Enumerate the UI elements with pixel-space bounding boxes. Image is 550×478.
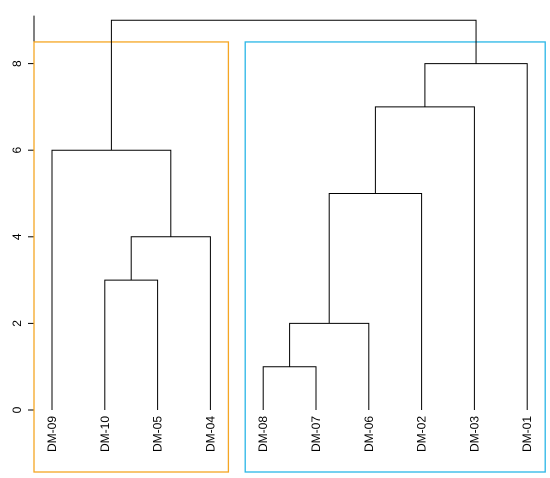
y-tick-label: 0 xyxy=(10,406,24,413)
dendrogram-branch xyxy=(104,279,159,410)
dendrogram-branch xyxy=(262,366,317,410)
leaf-label: DM-06 xyxy=(362,416,376,452)
dendrogram-branch xyxy=(374,106,475,410)
y-tick-label: 4 xyxy=(10,233,24,240)
y-tick-label: 2 xyxy=(10,320,24,327)
dendrogram-branch xyxy=(110,19,477,151)
cluster-box xyxy=(33,41,230,473)
leaf-label: DM-01 xyxy=(520,416,534,452)
leaf-label: DM-09 xyxy=(45,416,59,452)
dendrogram-branch xyxy=(130,236,211,410)
leaf-label: DM-03 xyxy=(467,416,481,452)
y-axis: 0 2 4 6 8 xyxy=(10,15,35,413)
dendrogram-branches xyxy=(51,19,528,410)
y-tick-label: 8 xyxy=(10,60,24,67)
cluster-box xyxy=(244,41,546,473)
y-tick-label: 6 xyxy=(10,147,24,154)
leaf-label: DM-08 xyxy=(256,416,270,452)
leaf-label: DM-04 xyxy=(203,416,217,452)
cluster-boxes xyxy=(33,41,546,473)
leaf-label: DM-10 xyxy=(98,416,112,452)
dendrogram-branch xyxy=(424,63,528,410)
leaf-label: DM-05 xyxy=(151,416,165,452)
dendrogram-branch xyxy=(328,193,423,410)
leaf-label: DM-07 xyxy=(309,416,323,452)
leaf-labels: DM-09 DM-10 DM-05 DM-04 DM-08 DM-07 DM-06 DM-02… xyxy=(45,416,534,452)
leaf-label: DM-02 xyxy=(415,416,429,452)
